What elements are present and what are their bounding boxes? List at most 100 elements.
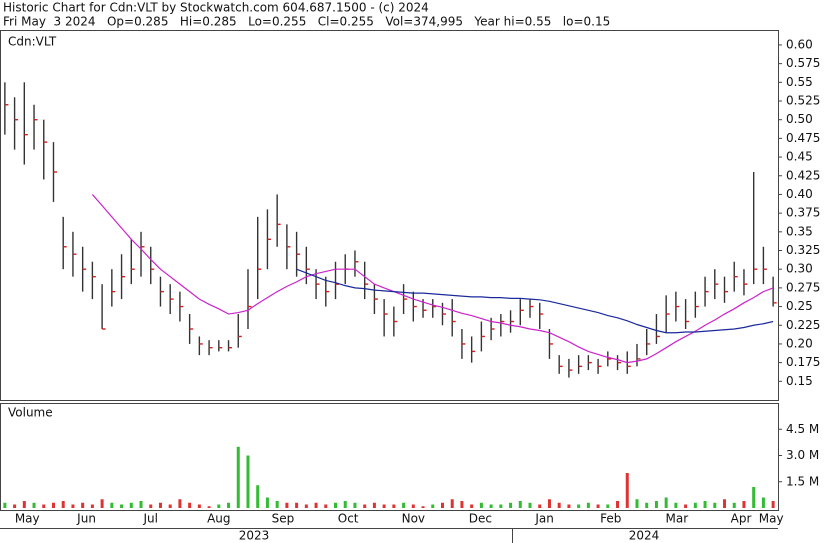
- volume-bar: [129, 502, 133, 508]
- month-label: Jan: [534, 512, 554, 526]
- volume-bar: [440, 502, 444, 508]
- month-label: Aug: [207, 512, 230, 526]
- year-label: 2024: [629, 529, 660, 543]
- volume-bar: [81, 502, 85, 508]
- volume-bar: [538, 504, 542, 508]
- volume-bar: [411, 504, 415, 508]
- volume-bar: [120, 504, 124, 508]
- volume-bar: [22, 501, 26, 508]
- y-tick-label: 0.20: [786, 336, 813, 350]
- volume-bar: [567, 504, 571, 508]
- volume-bar: [547, 499, 551, 508]
- volume-bar: [227, 502, 231, 508]
- volume-bar: [304, 504, 308, 508]
- volume-bar: [61, 501, 65, 508]
- month-label: Feb: [600, 512, 621, 526]
- volume-bar: [178, 499, 182, 508]
- y-tick-label: 0.225: [786, 318, 820, 332]
- volume-label: Volume: [8, 406, 53, 420]
- y-tick-label: 0.175: [786, 355, 820, 369]
- month-label: May: [15, 512, 40, 526]
- moving-average: [91, 194, 774, 364]
- volume-bar: [100, 499, 104, 508]
- volume-bar: [353, 502, 357, 508]
- volume-bar: [606, 504, 610, 508]
- month-label: Sep: [272, 512, 295, 526]
- volume-bar: [528, 502, 532, 508]
- volume-bar: [421, 506, 425, 508]
- month-label: Jul: [142, 512, 157, 526]
- volume-bar: [372, 502, 376, 508]
- volume-bar: [732, 502, 736, 508]
- volume-bar: [518, 501, 522, 508]
- volume-bar: [149, 504, 153, 508]
- volume-bar: [188, 502, 192, 508]
- volume-bar: [625, 473, 629, 508]
- volume-bar: [577, 504, 581, 508]
- volume-bar: [295, 502, 299, 508]
- month-label: Oct: [338, 512, 359, 526]
- volume-bar: [158, 502, 162, 508]
- year-label: 2023: [239, 529, 270, 543]
- month-label: Mar: [666, 512, 689, 526]
- volume-bar: [557, 502, 561, 508]
- y-tick-label: 0.475: [786, 131, 820, 145]
- month-label: Apr: [731, 512, 752, 526]
- volume-bar: [265, 497, 269, 508]
- volume-bar: [742, 501, 746, 508]
- volume-bar: [460, 501, 464, 508]
- volume-bar: [596, 504, 600, 508]
- volume-bar: [616, 501, 620, 508]
- volume-bar: [703, 501, 707, 508]
- volume-bar: [256, 485, 260, 508]
- volume-bar: [71, 504, 75, 508]
- volume-bar: [314, 502, 318, 508]
- month-label: Dec: [469, 512, 492, 526]
- volume-bar: [402, 502, 406, 508]
- y-tick-label: 0.15: [786, 374, 813, 388]
- volume-bar: [217, 504, 221, 508]
- y-tick-label: 0.45: [786, 150, 813, 164]
- volume-bar: [207, 506, 211, 508]
- moving-average: [296, 268, 774, 334]
- volume-bar: [139, 501, 143, 508]
- volume-bar: [664, 497, 668, 508]
- volume-bar: [285, 502, 289, 508]
- volume-bar: [110, 502, 114, 508]
- symbol-label: Cdn:VLT: [8, 35, 57, 49]
- volume-bar: [509, 502, 513, 508]
- volume-bar: [654, 501, 658, 508]
- volume-bar: [13, 504, 17, 508]
- header-line: Fri May 3 2024 Op=0.285 Hi=0.285 Lo=0.25…: [3, 15, 610, 29]
- y-tick-label: 0.60: [786, 37, 813, 51]
- month-label: May: [759, 512, 784, 526]
- y-tick-label: 0.525: [786, 94, 820, 108]
- y-tick-label: 0.55: [786, 75, 813, 89]
- month-label: Jun: [76, 512, 96, 526]
- y-tick-label: 0.30: [786, 262, 813, 276]
- volume-bar: [334, 502, 338, 508]
- v-tick-label: 3.0 M: [786, 448, 819, 462]
- volume-bar: [32, 502, 36, 508]
- volume-bar: [499, 504, 503, 508]
- volume-bar: [275, 501, 279, 508]
- volume-bar: [586, 502, 590, 508]
- volume-bar: [363, 504, 367, 508]
- volume-bar: [431, 504, 435, 508]
- volume-bar: [236, 446, 240, 508]
- y-tick-label: 0.40: [786, 187, 813, 201]
- volume-bar: [324, 504, 328, 508]
- volume-panel: [0, 403, 779, 511]
- price-panel: [0, 30, 779, 401]
- volume-bar: [761, 497, 765, 508]
- volume-bar: [771, 501, 775, 508]
- y-tick-label: 0.325: [786, 243, 820, 257]
- y-tick-label: 0.425: [786, 168, 820, 182]
- y-tick-label: 0.35: [786, 224, 813, 238]
- volume-bar: [197, 504, 201, 508]
- v-tick-label: 4.5 M: [786, 422, 819, 436]
- volume-bar: [392, 504, 396, 508]
- y-tick-label: 0.275: [786, 280, 820, 294]
